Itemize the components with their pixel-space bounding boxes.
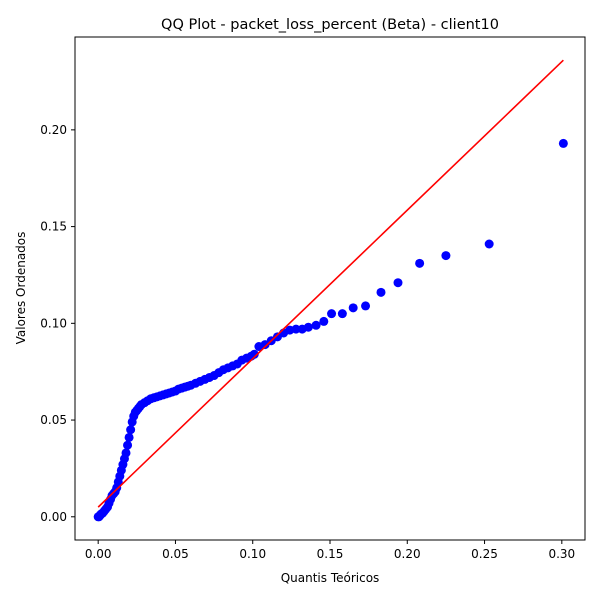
x-tick-label: 0.10 [239, 547, 266, 561]
y-tick-label: 0.15 [40, 220, 67, 234]
qq-point [249, 349, 259, 359]
qq-point [303, 322, 313, 332]
x-tick-label: 0.20 [394, 547, 421, 561]
qq-point [415, 258, 425, 268]
qq-point [393, 278, 403, 288]
qq-point [123, 440, 133, 450]
x-tick-label: 0.25 [471, 547, 498, 561]
qq-point [311, 320, 321, 330]
qq-point [319, 316, 329, 326]
y-axis-label: Valores Ordenados [14, 232, 28, 345]
y-tick-label: 0.05 [40, 413, 67, 427]
x-tick-label: 0.05 [162, 547, 189, 561]
x-tick-label: 0.15 [317, 547, 344, 561]
qq-point [558, 138, 568, 148]
qq-point [484, 239, 494, 249]
x-tick-label: 0.00 [85, 547, 112, 561]
qq-point [361, 301, 371, 311]
qq-point [327, 309, 337, 319]
qq-point [337, 309, 347, 319]
qq-point [376, 287, 386, 297]
x-axis-label: Quantis Teóricos [281, 571, 380, 585]
x-tick-label: 0.30 [548, 547, 575, 561]
reference-line [97, 59, 564, 508]
qq-point [291, 324, 301, 334]
points-layer [93, 138, 568, 522]
y-tick-label: 0.20 [40, 123, 67, 137]
chart-title: QQ Plot - packet_loss_percent (Beta) - c… [161, 17, 499, 33]
qq-point [124, 432, 134, 442]
y-tick-label: 0.10 [40, 316, 67, 330]
qq-point [441, 251, 451, 261]
y-tick-label: 0.00 [40, 510, 67, 524]
reference-line-layer [97, 59, 564, 508]
y-axis-ticks: 0.00 0.05 0.10 0.15 0.20 [40, 123, 75, 524]
qq-point [121, 448, 131, 458]
x-axis-ticks: 0.00 0.05 0.10 0.15 0.20 0.25 0.30 [85, 540, 575, 561]
qq-point [126, 425, 136, 435]
qq-point [348, 303, 358, 313]
